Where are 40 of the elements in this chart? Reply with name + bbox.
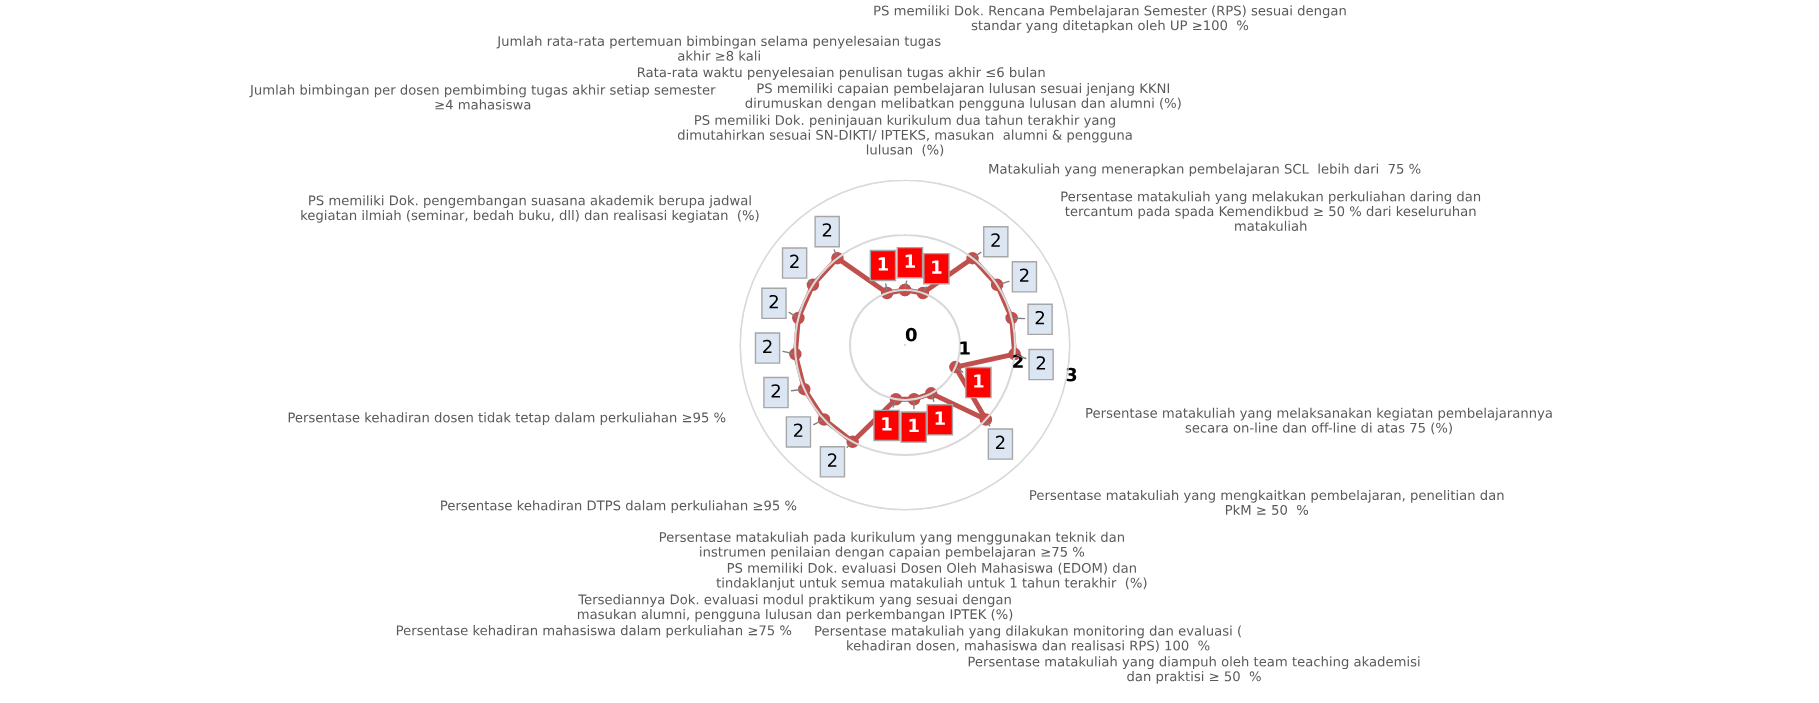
y-tick-label: 3	[1066, 367, 1077, 382]
data-label: 2	[1035, 310, 1045, 325]
data-label: 2	[995, 435, 1005, 450]
spoke-label: Persentase kehadiran mahasiswa dalam perkuliahan ≥75 %	[396, 625, 792, 638]
spoke-label: PS memiliki Dok. peninjauan kurikulum dua tahun terakhir yang dimutahirkan sesuai SN-DIKTI/ IPTEKS, masukan alumni & pengguna lulusan (%)	[677, 114, 1132, 157]
spoke-label: Rata-rata waktu penyelesaian penulisan tugas akhir ≤6 bulan	[637, 67, 1045, 80]
spoke-label: Persentase kehadiran dosen tidak tetap dalam perkuliahan ≥95 %	[288, 412, 726, 425]
data-label: 2	[828, 453, 837, 467]
data-label: 1	[932, 260, 942, 274]
data-label: 2	[1036, 356, 1046, 370]
spoke-label: Persentase matakuliah yang mengkaitkan pembelajaran, penelitian dan PkM ≥ 50 %	[1030, 489, 1504, 515]
spoke-label: Persentase kehadiran DTPS dalam perkuliahan ≥95 %	[441, 500, 797, 513]
data-label: 2	[771, 384, 780, 398]
spoke-label: Jumlah bimbingan per dosen pembimbing tugas akhir setiap semester ≥4 mahasiswa	[249, 84, 716, 110]
spoke-label: PS memiliki Dok. pengembangan suasana akademik berupa jadwal kegiatan ilmiah (seminar, bedah buku, dll) dan realisasi kegiatan (%)	[301, 195, 759, 223]
spoke-label: Jumlah rata-rata pertemuan bimbingan selama penyelesaian tugas akhir ≥8 kali	[496, 35, 941, 61]
spoke-label: PS memiliki Dok. evaluasi Dosen Oleh Mahasiswa (EDOM) dan tindaklanjut untuk semua matakuliah untuk 1 tahun terakhir (%)	[716, 562, 1147, 591]
data-label: 2	[991, 233, 1000, 247]
data-label: 1	[882, 417, 892, 431]
data-label: 2	[763, 339, 772, 354]
data-label: 2	[769, 294, 778, 309]
data-label: 1	[935, 411, 945, 425]
spoke-label: Persentase matakuliah yang melaksanakan kegiatan pembelajarannya secara on-line dan off-line di atas 75 (%)	[1086, 407, 1552, 435]
spoke-label: PS memiliki Dok. Rencana Pembelajaran Semester (RPS) sesuai dengan standar yang ditetapkan oleh UP ≥100 %	[874, 5, 1346, 33]
spoke-label: Persentase matakuliah yang melakukan perkuliahan daring dan tercantum pada spada Kemendikbud ≥ 50 % dari keseluruhan matakuliah	[1061, 191, 1481, 231]
data-label: 1	[878, 257, 888, 271]
data-label: 1	[909, 418, 919, 433]
spoke-label: Persentase matakuliah yang diampuh oleh team teaching akademisi dan praktisi ≥ 50 %	[968, 656, 1420, 684]
spoke-label: PS memiliki capaian pembelajaran lulusan sesuai jenjang KKNI dirumuskan dengan melibatkan pengguna lulusan dan alumni (%)	[745, 82, 1181, 111]
data-label: 1	[905, 254, 915, 268]
spoke-label: Persentase matakuliah yang dilakukan monitoring dan evaluasi ( kehadiran dosen, mahasiswa dan realisasi RPS) 100 %	[815, 625, 1242, 653]
data-label: 1	[974, 374, 984, 388]
y-tick-label: 0	[905, 327, 917, 342]
data-label: 2	[794, 423, 803, 437]
spoke-label: Tersediannya Dok. evaluasi modul praktikum yang sesuai dengan masukan alumni, pengguna lulusan dan perkembangan IPTEK (%)	[577, 594, 1013, 622]
spoke-label: Persentase matakuliah pada kurikulum yang menggunakan teknik dan instrumen penilaian dengan capaian pembelajaran ≥75 %	[659, 531, 1124, 560]
data-label: 2	[1019, 268, 1029, 282]
data-label: 2	[822, 223, 832, 237]
data-label: 2	[790, 254, 799, 269]
spoke-label: Matakuliah yang menerapkan pembelajaran SCL lebih dari 75 %	[989, 163, 1421, 177]
